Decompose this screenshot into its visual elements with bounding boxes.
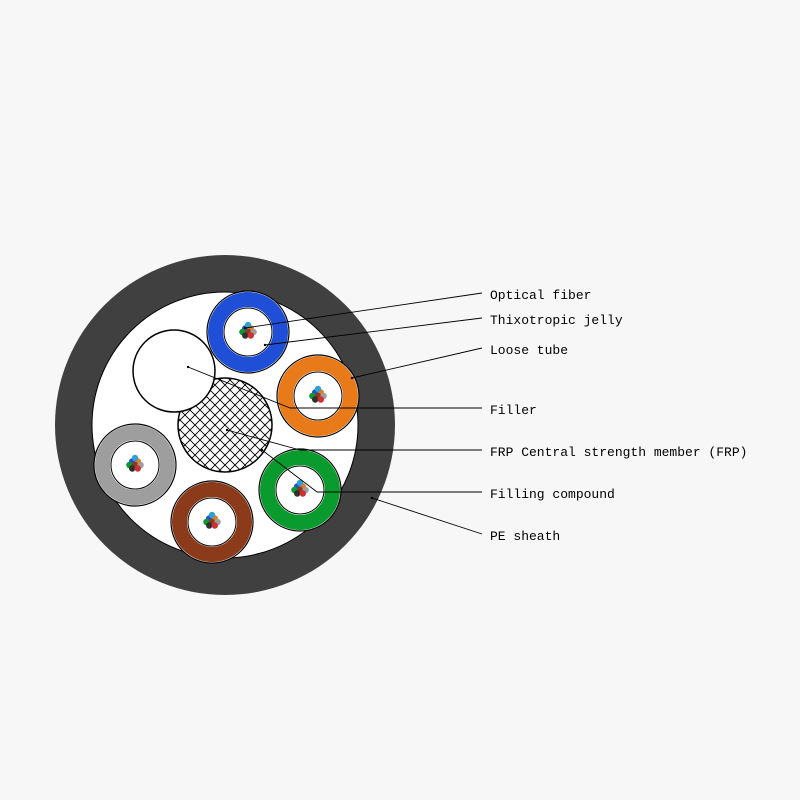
label-4: FRP Central strength member (FRP) [490, 445, 747, 460]
label-1: Thixotropic jelly [490, 313, 623, 328]
label-2: Loose tube [490, 343, 568, 358]
filler [133, 330, 215, 412]
cable-cross-section-diagram: Optical fiber Thixotropic jelly Loose tube… [0, 0, 800, 800]
label-6: PE sheath [490, 529, 560, 544]
label-5: Filling compound [490, 487, 615, 502]
diagram-svg [0, 0, 800, 800]
label-3: Filler [490, 403, 537, 418]
label-0: Optical fiber [490, 288, 591, 303]
